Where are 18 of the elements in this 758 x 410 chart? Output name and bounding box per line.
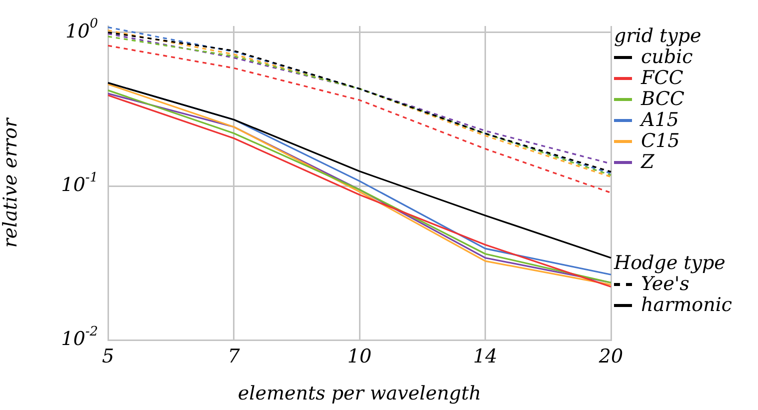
text: harmonic: [641, 294, 732, 316]
y-axis-title: relative error: [0, 116, 22, 248]
legend-label: Z: [641, 151, 654, 173]
line-series: [107, 44, 612, 194]
legend-label: FCC: [641, 67, 684, 89]
text: Hodge type: [614, 252, 726, 274]
legend-label: C15: [641, 130, 680, 152]
text: Yee's: [641, 273, 690, 295]
legend-label: A15: [641, 109, 679, 131]
x-tick-label: 10: [347, 345, 372, 368]
x-tick-label: 14: [473, 345, 498, 368]
x-tick-label: 20: [598, 345, 624, 368]
legend-label: BCC: [641, 88, 684, 110]
x-axis-title: elements per wavelength: [238, 382, 482, 405]
legend-label: cubic: [641, 46, 693, 68]
x-tick-label: 7: [228, 345, 241, 368]
x-tick-label: 5: [102, 345, 114, 368]
legend-title: grid type: [614, 25, 702, 47]
